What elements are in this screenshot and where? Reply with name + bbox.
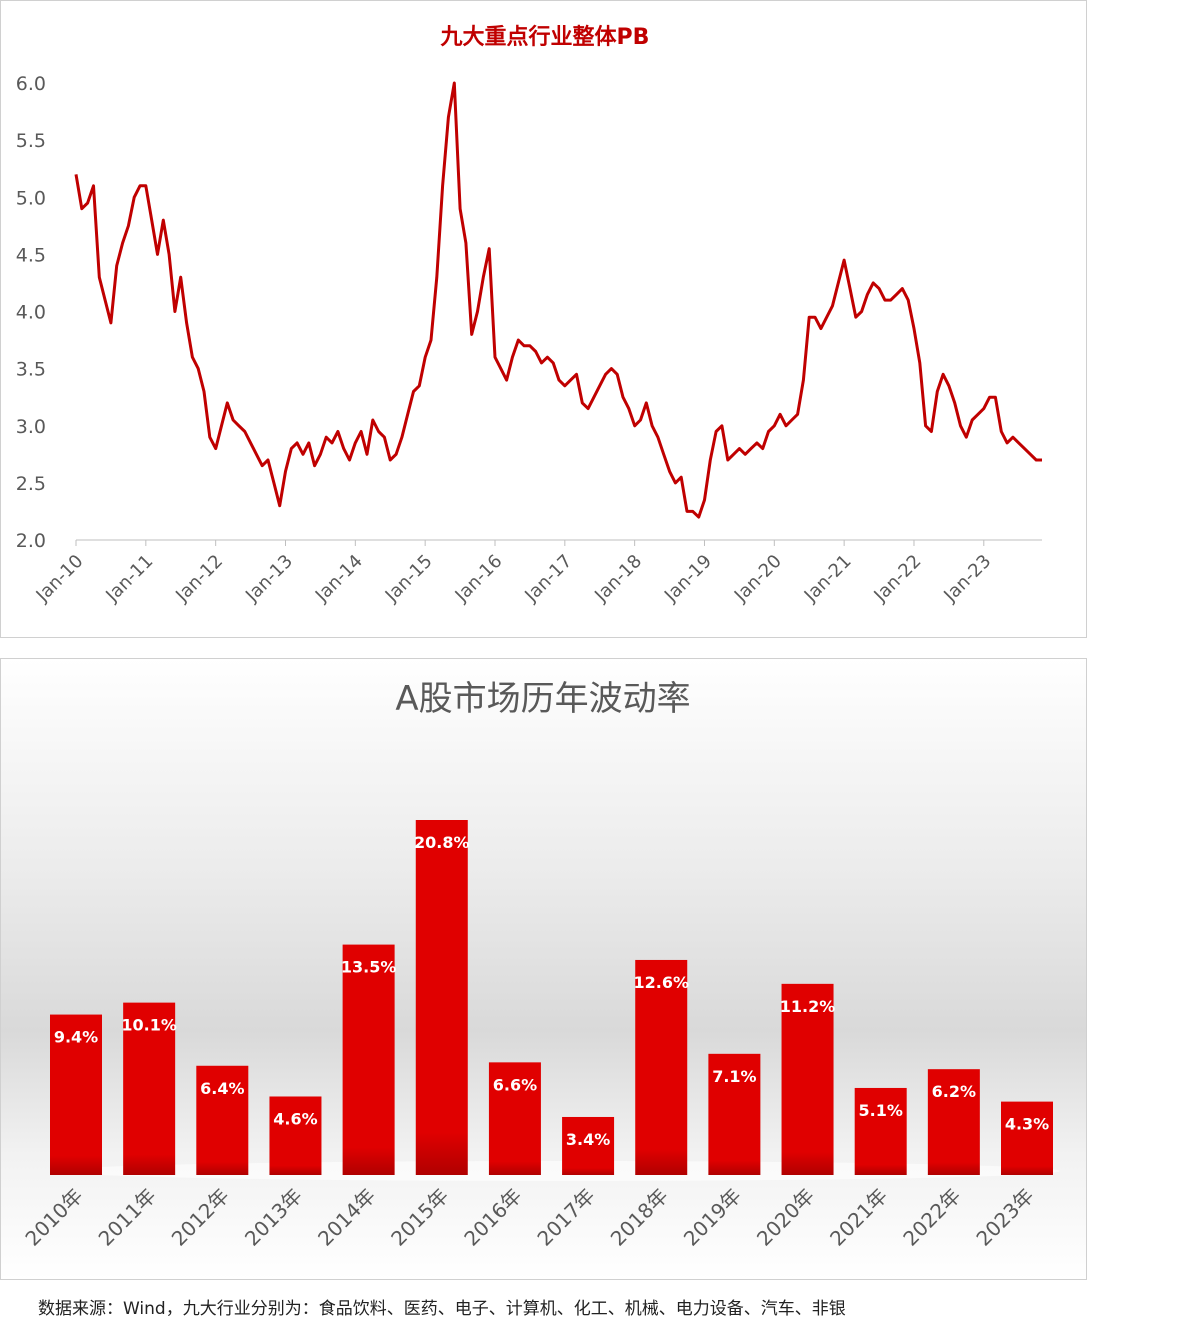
source-note: 数据来源：Wind，九大行业分别为：食品饮料、医药、电子、计算机、化工、机械、电…: [38, 1299, 846, 1319]
bar: [488, 1062, 541, 1175]
y-tick-label: 5.5: [16, 130, 46, 152]
data-label: 4.3%: [1005, 1115, 1049, 1134]
data-label: 6.4%: [200, 1079, 244, 1098]
bar: [854, 1087, 907, 1175]
data-label: 9.4%: [54, 1028, 98, 1047]
data-label: 20.8%: [414, 833, 470, 852]
bar: [50, 1014, 102, 1175]
bar: [269, 1096, 322, 1175]
chart-frame: [0, 0, 1087, 638]
bar: [635, 959, 688, 1175]
data-label: 12.6%: [633, 973, 689, 992]
bar: [196, 1065, 249, 1175]
line: [74, 81, 1042, 519]
y-tick-label: 4.0: [16, 302, 46, 324]
bar: [342, 944, 395, 1175]
y-tick-label: 5.0: [16, 187, 46, 209]
bar: [123, 1002, 176, 1175]
bar: [781, 983, 834, 1175]
data-label: 3.4%: [566, 1130, 610, 1149]
data-label: 4.6%: [273, 1109, 317, 1128]
chart-title: 九大重点行业整体PB: [440, 24, 650, 50]
data-label: 6.6%: [493, 1075, 537, 1094]
data-label: 10.1%: [121, 1016, 177, 1035]
chart-frame: [0, 658, 1087, 1280]
data-label: 13.5%: [341, 958, 397, 977]
y-tick-label: 3.5: [16, 359, 46, 381]
bar: [415, 820, 468, 1175]
y-tick-label: 4.5: [16, 244, 46, 266]
y-tick-label: 2.0: [16, 530, 46, 552]
data-label: 5.1%: [859, 1101, 903, 1120]
bar: [708, 1053, 761, 1175]
data-label: 11.2%: [780, 997, 836, 1016]
y-tick-label: 6.0: [16, 73, 46, 95]
bar: [1001, 1101, 1053, 1175]
bar: [562, 1116, 615, 1175]
y-tick-label: 3.0: [16, 416, 46, 438]
y-tick-label: 2.5: [16, 473, 46, 495]
bar: [927, 1069, 980, 1175]
data-label: 7.1%: [712, 1067, 756, 1086]
charts: 九大重点行业整体PB A股市场历年波动率 2.0 2.5 3.0 3.5 4.0 4.5 5…: [0, 0, 1087, 1280]
data-label: 6.2%: [932, 1082, 976, 1101]
chart-title: A股市场历年波动率: [395, 679, 690, 719]
